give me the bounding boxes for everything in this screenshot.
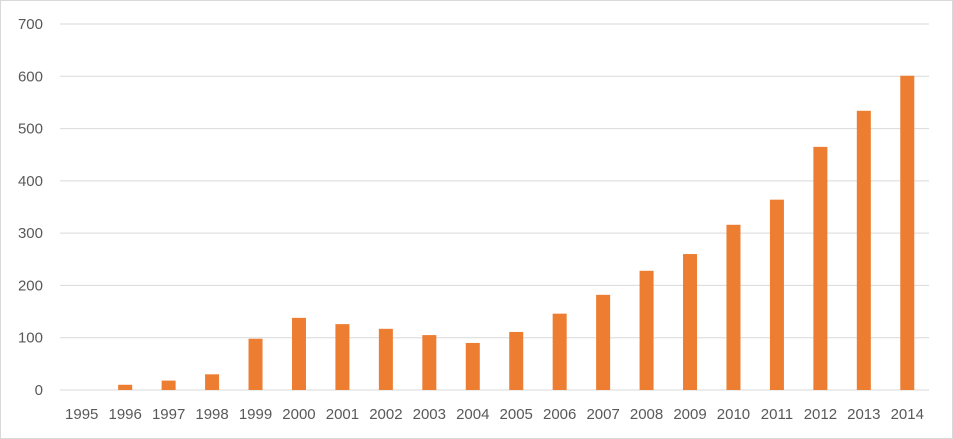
y-tick-label: 600 xyxy=(18,68,43,85)
bar-2002 xyxy=(378,328,393,390)
bar-1999 xyxy=(248,338,263,390)
y-tick-label: 400 xyxy=(18,173,43,190)
x-tick-label: 1997 xyxy=(152,406,185,423)
bar-2008 xyxy=(639,270,654,390)
x-tick-label: 1996 xyxy=(108,406,141,423)
x-tick-label: 1998 xyxy=(195,406,228,423)
bars xyxy=(118,75,915,391)
x-tick-label: 2000 xyxy=(282,406,315,423)
x-tick-label: 2012 xyxy=(804,406,837,423)
bar-2001 xyxy=(335,324,350,390)
x-tick-label: 2004 xyxy=(456,406,489,423)
x-tick-label: 2014 xyxy=(891,406,924,423)
bar-1998 xyxy=(205,374,220,390)
y-tick-label: 500 xyxy=(18,121,43,138)
y-tick-label: 700 xyxy=(18,16,43,33)
bar-2005 xyxy=(509,331,524,390)
x-tick-label: 1999 xyxy=(239,406,272,423)
y-axis-tick-labels: 0 100 200 300 400 500 600 700 xyxy=(18,16,43,399)
bar-2006 xyxy=(552,313,567,390)
x-tick-label: 2008 xyxy=(630,406,663,423)
y-tick-label: 0 xyxy=(35,382,43,399)
x-tick-label: 2006 xyxy=(543,406,576,423)
x-tick-label: 2007 xyxy=(586,406,619,423)
bar-2013 xyxy=(856,110,871,391)
x-axis-tick-labels: 1995 1996 1997 1998 1999 2000 2001 2002 2003 2004… xyxy=(65,406,924,423)
bar-1997 xyxy=(161,380,176,390)
x-tick-label: 2010 xyxy=(717,406,750,423)
bar-2012 xyxy=(813,146,828,390)
bar-2009 xyxy=(683,254,698,390)
y-tick-label: 200 xyxy=(18,277,43,294)
bar-1996 xyxy=(118,384,133,390)
y-tick-label: 100 xyxy=(18,330,43,347)
x-tick-label: 2009 xyxy=(673,406,706,423)
bar-2003 xyxy=(422,335,437,390)
x-tick-label: 1995 xyxy=(65,406,98,423)
y-tick-label: 300 xyxy=(18,225,43,242)
bar-2014 xyxy=(900,75,915,391)
bar-2007 xyxy=(596,294,611,390)
x-tick-label: 2013 xyxy=(847,406,880,423)
bar-2000 xyxy=(291,317,306,390)
x-tick-label: 2005 xyxy=(500,406,533,423)
bar-2011 xyxy=(769,199,784,390)
x-tick-label: 2003 xyxy=(413,406,446,423)
x-tick-label: 2002 xyxy=(369,406,402,423)
bar-2010 xyxy=(726,224,741,390)
x-tick-label: 2001 xyxy=(326,406,359,423)
x-tick-label: 2011 xyxy=(761,406,793,423)
bar-2004 xyxy=(465,342,480,390)
gridlines xyxy=(60,23,929,391)
